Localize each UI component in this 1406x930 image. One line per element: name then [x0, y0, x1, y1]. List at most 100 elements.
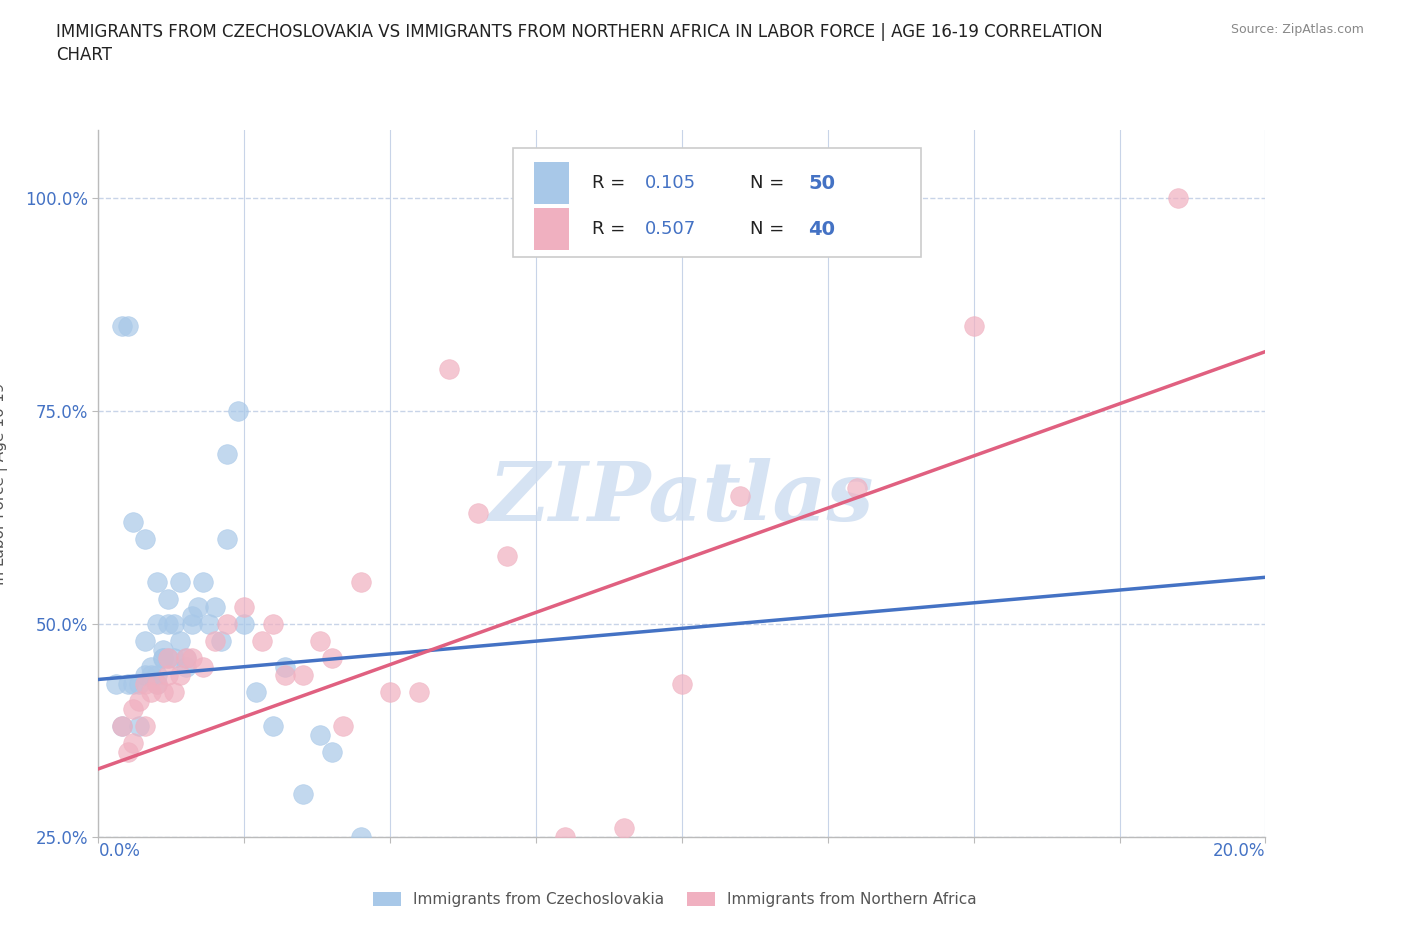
- Point: [152, 651, 174, 666]
- Point: [180, 651, 202, 666]
- Point: [134, 668, 156, 683]
- Point: [122, 514, 145, 529]
- Point: [174, 659, 197, 674]
- Point: [215, 532, 238, 547]
- Point: [321, 651, 343, 666]
- Text: 40: 40: [808, 219, 835, 239]
- Point: [163, 651, 186, 666]
- Text: N =: N =: [749, 220, 790, 238]
- Point: [198, 617, 221, 631]
- Point: [321, 744, 343, 759]
- Point: [1167, 191, 1189, 206]
- Text: 0.507: 0.507: [644, 220, 696, 238]
- Point: [169, 668, 191, 683]
- Point: [169, 633, 191, 648]
- Point: [146, 574, 169, 589]
- Point: [291, 787, 314, 802]
- Text: 0.105: 0.105: [644, 174, 696, 193]
- FancyBboxPatch shape: [534, 162, 568, 205]
- Point: [111, 719, 134, 734]
- Point: [174, 651, 197, 666]
- Point: [274, 668, 297, 683]
- Point: [467, 506, 489, 521]
- Point: [117, 319, 139, 334]
- Point: [122, 702, 145, 717]
- Point: [169, 574, 191, 589]
- Point: [117, 676, 139, 691]
- Point: [495, 549, 517, 564]
- Y-axis label: In Labor Force | Age 16-19: In Labor Force | Age 16-19: [0, 382, 8, 585]
- Point: [378, 684, 402, 699]
- Point: [111, 319, 134, 334]
- Point: [215, 446, 238, 461]
- Point: [146, 617, 169, 631]
- Point: [146, 676, 169, 691]
- Text: R =: R =: [592, 174, 631, 193]
- Point: [157, 668, 180, 683]
- Point: [187, 600, 209, 615]
- Point: [152, 643, 174, 658]
- Point: [180, 617, 202, 631]
- Text: IMMIGRANTS FROM CZECHOSLOVAKIA VS IMMIGRANTS FROM NORTHERN AFRICA IN LABOR FORCE: IMMIGRANTS FROM CZECHOSLOVAKIA VS IMMIGR…: [56, 23, 1102, 41]
- Point: [128, 719, 150, 734]
- Point: [134, 719, 156, 734]
- Point: [157, 651, 180, 666]
- Text: Source: ZipAtlas.com: Source: ZipAtlas.com: [1230, 23, 1364, 36]
- Legend: Immigrants from Czechoslovakia, Immigrants from Northern Africa: Immigrants from Czechoslovakia, Immigran…: [367, 885, 983, 913]
- Point: [157, 591, 180, 606]
- Text: 0.0%: 0.0%: [98, 843, 141, 860]
- Point: [204, 600, 226, 615]
- Point: [134, 633, 156, 648]
- Point: [204, 633, 226, 648]
- Point: [104, 676, 127, 691]
- Point: [408, 684, 430, 699]
- Point: [180, 608, 202, 623]
- Text: 50: 50: [808, 174, 835, 193]
- Text: CHART: CHART: [56, 46, 112, 64]
- FancyBboxPatch shape: [534, 208, 568, 250]
- Point: [146, 676, 169, 691]
- Point: [554, 830, 576, 844]
- Point: [233, 617, 256, 631]
- Point: [128, 676, 150, 691]
- Point: [139, 659, 162, 674]
- Point: [245, 684, 267, 699]
- Point: [250, 633, 273, 648]
- Point: [350, 830, 373, 844]
- Point: [612, 821, 634, 836]
- Point: [309, 633, 332, 648]
- Point: [209, 633, 232, 648]
- Point: [122, 676, 145, 691]
- Point: [228, 404, 250, 418]
- Point: [193, 574, 215, 589]
- Point: [378, 855, 402, 870]
- Point: [193, 659, 215, 674]
- Point: [309, 727, 332, 742]
- Point: [152, 651, 174, 666]
- Point: [215, 617, 238, 631]
- Point: [728, 489, 751, 504]
- Text: N =: N =: [749, 174, 790, 193]
- Point: [139, 684, 162, 699]
- Point: [274, 659, 297, 674]
- Point: [262, 617, 284, 631]
- Text: R =: R =: [592, 220, 631, 238]
- Point: [845, 481, 868, 496]
- Point: [111, 719, 134, 734]
- Text: ZIPatlas: ZIPatlas: [489, 458, 875, 538]
- Point: [139, 668, 162, 683]
- Point: [174, 651, 197, 666]
- Point: [962, 319, 984, 334]
- Point: [146, 668, 169, 683]
- Point: [671, 676, 693, 691]
- Point: [157, 617, 180, 631]
- Point: [122, 736, 145, 751]
- Point: [128, 693, 150, 708]
- Point: [163, 617, 186, 631]
- Text: 20.0%: 20.0%: [1213, 843, 1265, 860]
- Point: [233, 600, 256, 615]
- Point: [134, 532, 156, 547]
- Point: [117, 744, 139, 759]
- Point: [350, 574, 373, 589]
- Point: [152, 684, 174, 699]
